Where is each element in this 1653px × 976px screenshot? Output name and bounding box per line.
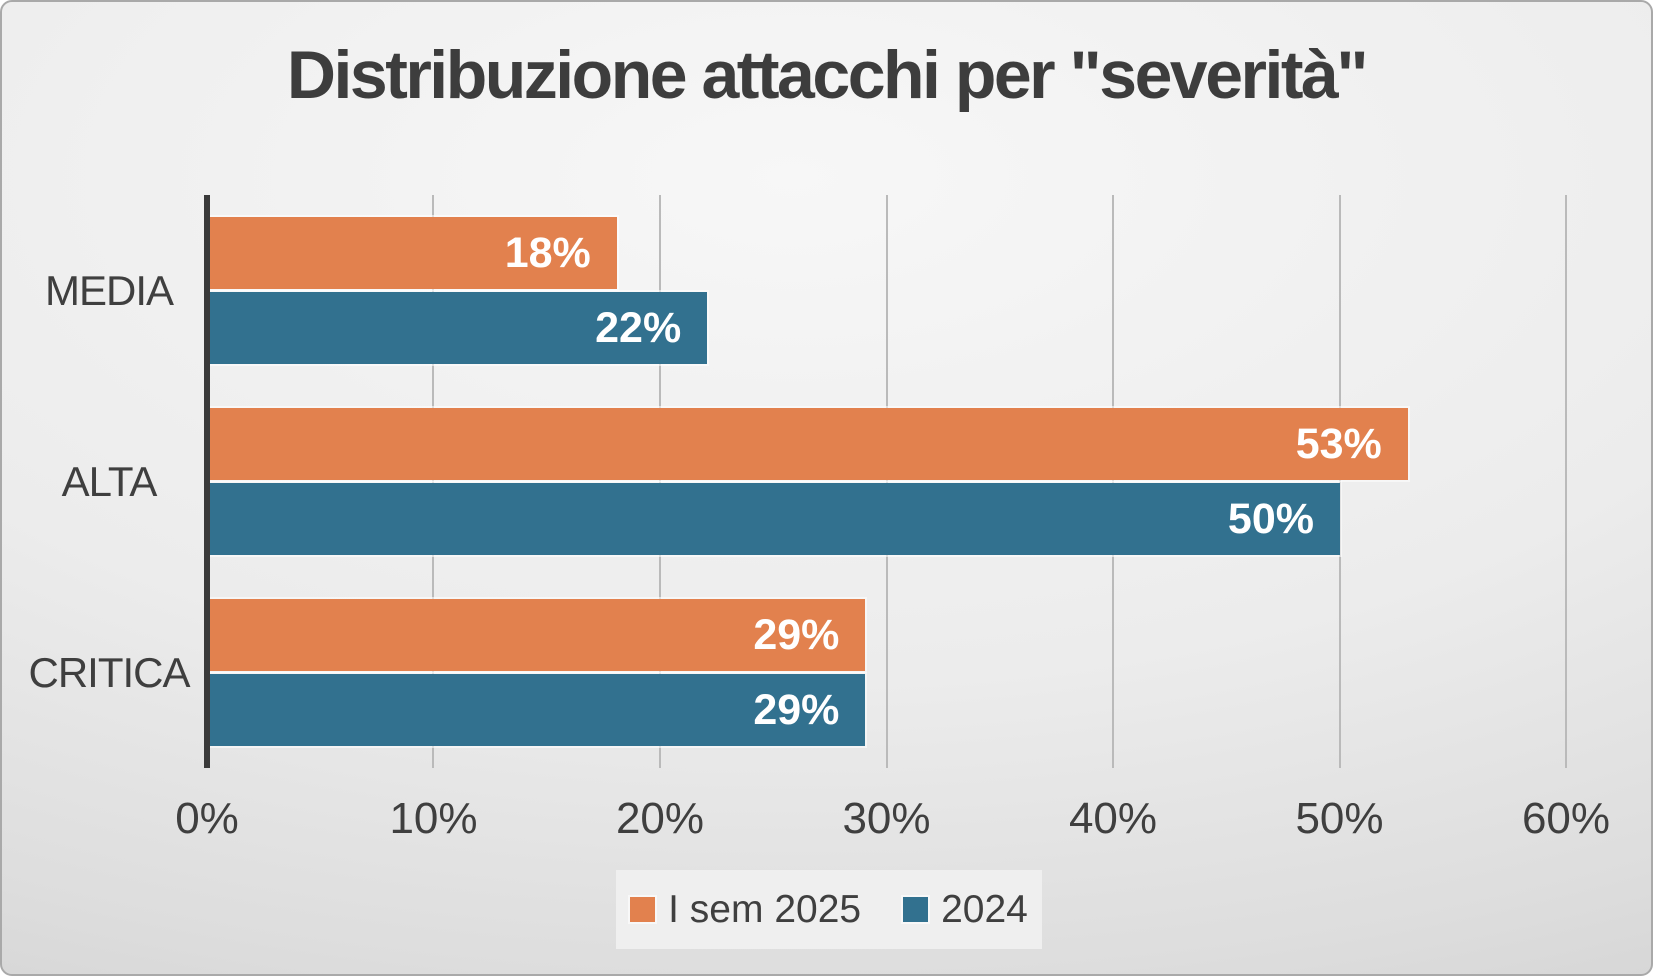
y-axis-line — [204, 195, 210, 768]
bar-segment: 29% — [210, 599, 866, 671]
x-axis-tick-label: 20% — [615, 794, 705, 843]
legend-label: I sem 2025 — [668, 887, 862, 931]
chart-title: Distribuzione attacchi per "severità" — [286, 37, 1369, 113]
legend-swatch-icon — [630, 897, 656, 922]
legend: I sem 2025 2024 — [616, 870, 1042, 949]
gridline — [1338, 195, 1341, 768]
legend-swatch-icon — [903, 897, 929, 922]
x-axis-tick-label: 60% — [1521, 794, 1611, 843]
gridline — [1111, 195, 1114, 768]
category-band: 18% 22% — [207, 195, 1566, 386]
category-label: MEDIA — [44, 266, 174, 314]
legend-item: I sem 2025 — [630, 888, 861, 932]
category-band: 29% 29% — [207, 577, 1566, 768]
x-axis-tick-label: 30% — [842, 794, 931, 843]
legend-item: 2024 — [903, 888, 1028, 932]
bar-value-label: 29% — [753, 610, 840, 659]
bar-segment: 50% — [210, 483, 1340, 555]
legend-label: 2024 — [941, 887, 1028, 931]
plot-area: 18% 22% 53% 50% 29% 29% — [204, 195, 1567, 768]
gridline — [432, 195, 435, 768]
gridline — [658, 195, 661, 768]
category-band: 53% 50% — [207, 386, 1566, 577]
bar-segment: 53% — [210, 408, 1408, 480]
bar-segment: 22% — [210, 292, 708, 364]
bar-value-label: 53% — [1295, 419, 1382, 468]
x-axis-tick-label: 0% — [175, 794, 239, 843]
x-axis-tick-label: 50% — [1295, 794, 1384, 843]
value-axis: 0% 10% 20% 30% 40% 50% 60% — [175, 794, 1610, 846]
bar-value-label: 22% — [595, 303, 682, 352]
bar-value-label: 50% — [1227, 494, 1314, 543]
bar-value-label: 18% — [504, 228, 591, 277]
category-axis: MEDIA ALTA CRITICA — [20, 195, 198, 768]
x-axis-tick-label: 40% — [1068, 794, 1158, 843]
bars-container: 18% 22% 53% 50% 29% 29% — [207, 195, 1566, 768]
gridline — [1565, 195, 1567, 768]
bar-value-label: 29% — [753, 685, 840, 734]
x-axis-tick-label: 10% — [389, 794, 478, 843]
bar-segment: 29% — [210, 674, 866, 746]
bar-segment: 18% — [210, 217, 617, 289]
category-label: CRITICA — [28, 648, 191, 696]
gridline — [885, 195, 888, 768]
category-label: ALTA — [61, 457, 158, 505]
